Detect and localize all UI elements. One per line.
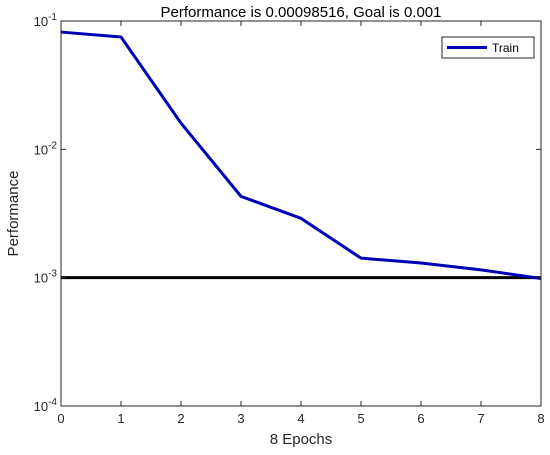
- x-tick-label: 7: [477, 411, 484, 426]
- plot-marks: [60, 30, 542, 280]
- legend-box: [441, 36, 535, 59]
- y-tick-label: 10-4: [34, 397, 58, 414]
- x-tick-label: 5: [357, 411, 364, 426]
- y-tick-label: 10-3: [34, 269, 58, 286]
- x-tick-label: 1: [117, 411, 124, 426]
- x-tick-label: 8: [537, 411, 544, 426]
- y-tick-label: 10-2: [34, 140, 58, 157]
- chart-title: Performance is 0.00098516, Goal is 0.001: [160, 4, 441, 21]
- y-axis: 10-1 10-2 10-3 10-4: [34, 12, 541, 414]
- x-axis: 0 1 2 3 4 5 6 7 8: [57, 21, 545, 426]
- legend-label-train: Train: [492, 41, 519, 55]
- x-tick-label: 2: [177, 411, 184, 426]
- plot-area: [61, 21, 541, 406]
- x-axis-label: 8 Epochs: [270, 431, 333, 448]
- y-axis-label: Performance: [5, 171, 22, 257]
- y-tick-label: 10-1: [34, 12, 58, 29]
- x-tick-label: 6: [417, 411, 424, 426]
- x-tick-label: 4: [297, 411, 304, 426]
- x-tick-label: 0: [57, 411, 64, 426]
- x-tick-label: 3: [237, 411, 244, 426]
- legend: Train: [441, 36, 535, 59]
